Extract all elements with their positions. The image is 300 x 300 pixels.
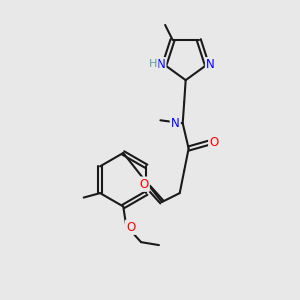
Text: O: O (209, 136, 218, 149)
Text: N: N (171, 117, 180, 130)
Text: H: H (149, 59, 158, 69)
Text: N: N (157, 58, 165, 71)
Text: O: O (126, 221, 135, 234)
Text: N: N (206, 58, 215, 71)
Text: O: O (140, 178, 149, 191)
